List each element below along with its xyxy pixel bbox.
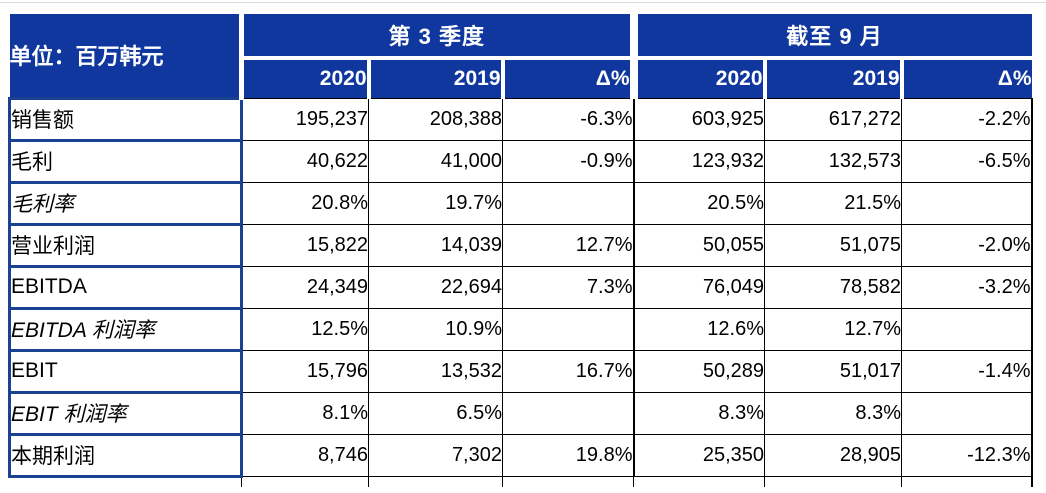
cell-value: 19.7% bbox=[368, 181, 503, 225]
group-header-q3: 第 3 季度 bbox=[241, 14, 634, 60]
cell-value: 12.6% bbox=[632, 307, 765, 351]
cell-value bbox=[901, 391, 1033, 435]
group-header-ytd-september: 截至 9 月 bbox=[629, 14, 1032, 60]
cell-value bbox=[502, 391, 634, 435]
cell-value: 51,017 bbox=[764, 349, 902, 393]
cell-value: 6.5% bbox=[368, 391, 503, 435]
table-row: EBITDA 利润率 12.5% 10.9% 12.6% 12.7% bbox=[8, 306, 1033, 352]
table-row: 销售额 195,237 208,388 -6.3% 603,925 617,272 -2.2… bbox=[8, 96, 1033, 142]
year-header-row: 2020 2019 Δ% 2020 2019 Δ% bbox=[10, 58, 1032, 99]
top-hairline bbox=[0, 2, 1046, 3]
gridline-stub bbox=[502, 476, 634, 487]
cell-value: 41,000 bbox=[368, 139, 503, 183]
table-body: 销售额 195,237 208,388 -6.3% 603,925 617,272 -2.2… bbox=[8, 96, 1033, 487]
row-label: EBIT bbox=[8, 348, 243, 394]
cell-value: 195,237 bbox=[241, 97, 369, 141]
col-header-ytd-2020: 2020 bbox=[629, 58, 765, 99]
unit-header-cell: 单位：百万韩元 bbox=[9, 14, 244, 98]
row-label: 营业利润 bbox=[8, 222, 243, 268]
cell-value: 14,039 bbox=[368, 223, 503, 267]
row-label: 本期利润 bbox=[8, 432, 243, 478]
cell-value: -6.3% bbox=[502, 97, 634, 141]
cell-value: 20.8% bbox=[241, 181, 369, 225]
cell-value: 40,622 bbox=[241, 139, 369, 183]
gridline-stub bbox=[901, 476, 1033, 487]
table-row: 毛利 40,622 41,000 -0.9% 123,932 132,573 -6.5% bbox=[8, 138, 1033, 184]
cell-value: -12.3% bbox=[901, 433, 1033, 477]
gridline-stub bbox=[241, 476, 369, 487]
col-header-q3-delta: Δ% bbox=[500, 58, 634, 99]
row-label: 毛利 bbox=[8, 138, 243, 184]
cell-value: 123,932 bbox=[632, 139, 765, 183]
col-header-ytd-2019: 2019 bbox=[762, 58, 902, 99]
cell-value: 19.8% bbox=[502, 433, 634, 477]
row-label: EBIT 利润率 bbox=[8, 390, 243, 436]
cell-value: 7,302 bbox=[368, 433, 503, 477]
cell-value: 8.3% bbox=[764, 391, 902, 435]
cell-value: 21.5% bbox=[764, 181, 902, 225]
table-row: EBIT 15,796 13,532 16.7% 50,289 51,017 -1.4% bbox=[8, 348, 1033, 394]
cell-value: 15,822 bbox=[241, 223, 369, 267]
row-label: EBITDA 利润率 bbox=[8, 306, 243, 352]
cell-value: 208,388 bbox=[368, 97, 503, 141]
cell-value: -0.9% bbox=[502, 139, 634, 183]
cell-value: 25,350 bbox=[632, 433, 765, 477]
cell-value: -6.5% bbox=[901, 139, 1033, 183]
table-header: 单位：百万韩元 第 3 季度 截至 9 月 2020 2019 Δ% 2020 … bbox=[9, 14, 1032, 99]
cell-value: 12.7% bbox=[502, 223, 634, 267]
cell-value: 13,532 bbox=[368, 349, 503, 393]
gridline-stub bbox=[764, 476, 902, 487]
stub-spacer bbox=[10, 476, 242, 487]
cell-value: 28,905 bbox=[764, 433, 902, 477]
table-row: 营业利润 15,822 14,039 12.7% 50,055 51,075 -2.0% bbox=[8, 222, 1033, 268]
cell-value: 8,746 bbox=[241, 433, 369, 477]
gridline-stub bbox=[633, 476, 765, 487]
cell-value: 24,349 bbox=[241, 265, 369, 309]
cell-value: -2.0% bbox=[901, 223, 1033, 267]
cell-value bbox=[502, 181, 634, 225]
table-row: EBIT 利润率 8.1% 6.5% 8.3% 8.3% bbox=[8, 390, 1033, 436]
group-header-row: 单位：百万韩元 第 3 季度 截至 9 月 bbox=[9, 14, 1032, 98]
table-row: 毛利率 20.8% 19.7% 20.5% 21.5% bbox=[8, 180, 1033, 226]
table-row: EBITDA 24,349 22,694 7.3% 76,049 78,582 -3.2% bbox=[8, 264, 1033, 310]
row-label: EBITDA bbox=[8, 264, 243, 310]
cell-value: 617,272 bbox=[764, 97, 902, 141]
col-header-q3-2020: 2020 bbox=[239, 58, 369, 99]
cell-value: 7.3% bbox=[502, 265, 634, 309]
col-header-q3-2019: 2019 bbox=[366, 58, 503, 99]
cell-value: 22,694 bbox=[368, 265, 503, 309]
cell-value: 51,075 bbox=[764, 223, 902, 267]
cell-value: 132,573 bbox=[764, 139, 902, 183]
cell-value: 15,796 bbox=[241, 349, 369, 393]
cell-value: 12.7% bbox=[764, 307, 902, 351]
cell-value bbox=[901, 181, 1033, 225]
gridline-stub-row bbox=[10, 476, 1033, 487]
table-row: 本期利润 8,746 7,302 19.8% 25,350 28,905 -12.3% bbox=[8, 432, 1033, 478]
cell-value: 20.5% bbox=[632, 181, 765, 225]
gridline-stub bbox=[368, 476, 503, 487]
cell-value: 50,289 bbox=[632, 349, 765, 393]
cell-value: -1.4% bbox=[901, 349, 1033, 393]
cell-value: 12.5% bbox=[241, 307, 369, 351]
col-header-ytd-delta: Δ% bbox=[899, 58, 1032, 99]
cell-value: 10.9% bbox=[368, 307, 503, 351]
cell-value: 76,049 bbox=[632, 265, 765, 309]
financial-results-table: 单位：百万韩元 第 3 季度 截至 9 月 2020 2019 Δ% 2020 … bbox=[8, 14, 1033, 487]
cell-value: 8.1% bbox=[241, 391, 369, 435]
cell-value: 78,582 bbox=[764, 265, 902, 309]
cell-value bbox=[502, 307, 634, 351]
row-label: 销售额 bbox=[8, 96, 243, 142]
cell-value: 50,055 bbox=[632, 223, 765, 267]
cell-value: 8.3% bbox=[632, 391, 765, 435]
cell-value: -3.2% bbox=[901, 265, 1033, 309]
cell-value bbox=[901, 307, 1033, 351]
row-label: 毛利率 bbox=[8, 180, 243, 226]
cell-value: -2.2% bbox=[901, 97, 1033, 141]
cell-value: 603,925 bbox=[632, 97, 765, 141]
cell-value: 16.7% bbox=[502, 349, 634, 393]
